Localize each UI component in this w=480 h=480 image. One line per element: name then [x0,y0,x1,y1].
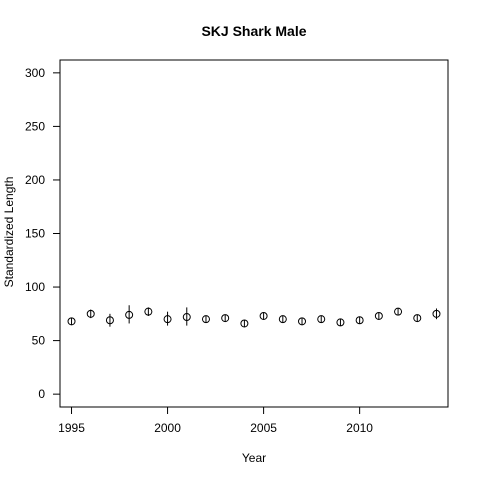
data-point [317,315,326,324]
data-point [240,319,249,328]
data-point [374,311,383,320]
y-tick-label: 50 [32,334,46,348]
data-point [278,315,287,324]
point-marker [144,307,153,316]
x-tick-label: 1995 [58,421,85,435]
point-marker [182,313,191,322]
point-marker [374,311,383,320]
point-marker [201,315,210,324]
point-marker [163,315,172,324]
point-marker [355,316,364,325]
y-tick-label: 150 [25,227,45,241]
data-point [432,308,441,320]
point-marker [67,317,76,326]
x-axis: 1995 2000 2005 2010 [58,406,373,435]
data-point [125,305,134,324]
point-marker [221,314,230,323]
data-point [221,314,230,323]
data-point [105,313,114,327]
data-point [144,307,153,316]
y-tick-label: 300 [25,66,45,80]
y-axis-label: Standardized Length [2,177,16,288]
point-marker [336,318,345,327]
point-marker [432,309,441,318]
data-point [182,307,191,326]
data-point [413,314,422,323]
y-axis: 0 50 100 150 200 250 300 [25,66,61,401]
point-marker [125,310,134,319]
point-marker [86,309,95,318]
point-marker [278,315,287,324]
point-marker [105,316,114,325]
data-point [394,307,403,316]
chart-title: SKJ Shark Male [201,23,306,39]
y-tick-label: 200 [25,173,45,187]
point-marker [413,314,422,323]
data-point [163,311,172,326]
y-tick-label: 250 [25,119,45,133]
x-tick-label: 2005 [250,421,277,435]
data-point [201,315,210,324]
data-point [259,311,268,320]
data-points [67,305,441,328]
data-point [355,316,364,325]
point-marker [298,317,307,326]
data-point [86,309,95,319]
point-marker [240,319,249,328]
data-point [298,317,307,326]
x-tick-label: 2000 [154,421,181,435]
data-point [336,318,345,327]
point-marker [259,311,268,320]
data-point [67,317,76,326]
x-axis-label: Year [242,451,266,465]
x-tick-label: 2010 [346,421,373,435]
point-marker [394,307,403,316]
point-marker [317,315,326,324]
y-tick-label: 0 [38,387,45,401]
y-tick-label: 100 [25,280,45,294]
